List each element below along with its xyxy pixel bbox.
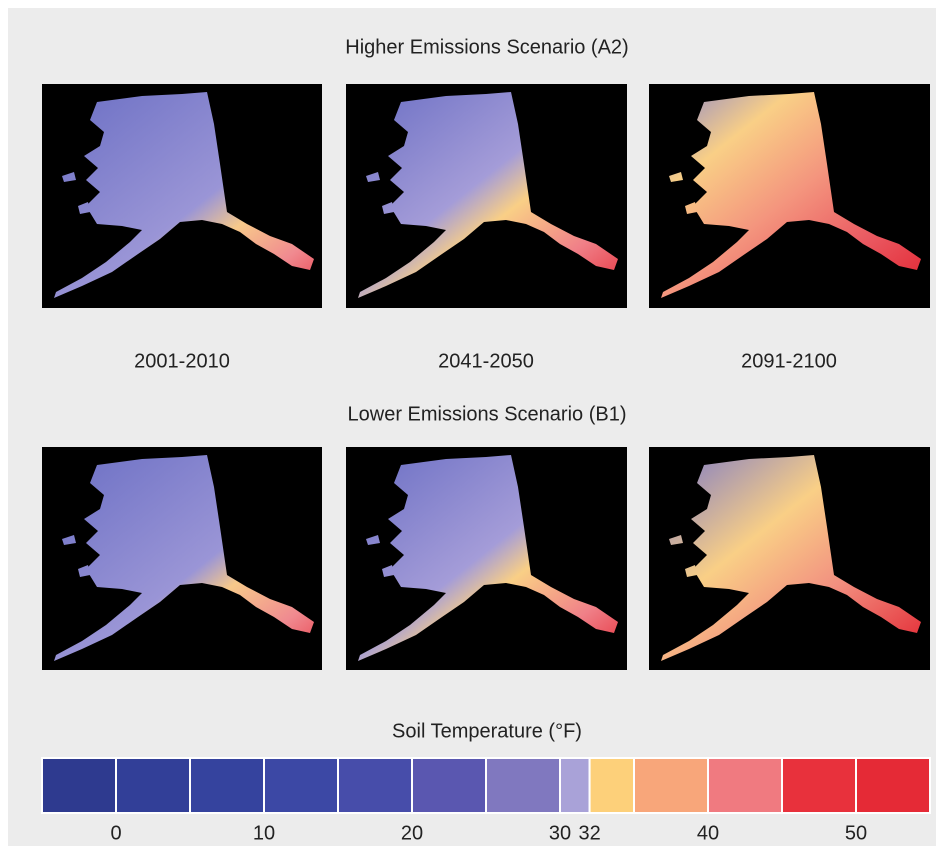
tick-label: 0 <box>110 822 121 844</box>
color-bin <box>560 758 590 813</box>
color-bin <box>634 758 708 813</box>
color-bin <box>782 758 856 813</box>
tick-label: 40 <box>697 822 719 844</box>
map-panel <box>42 447 930 670</box>
color-bin <box>708 758 782 813</box>
color-bin <box>116 758 190 813</box>
tick-label: 32 <box>578 822 600 844</box>
color-bin <box>338 758 412 813</box>
color-bin <box>412 758 486 813</box>
scenario-title: Higher Emissions Scenario (A2) <box>345 36 628 58</box>
color-bin <box>856 758 930 813</box>
color-bin <box>190 758 264 813</box>
color-bin <box>42 758 116 813</box>
tick-label: 30 <box>549 822 571 844</box>
color-bin <box>264 758 338 813</box>
tick-label: 10 <box>253 822 275 844</box>
color-bin <box>590 758 634 813</box>
tick-label: 20 <box>401 822 423 844</box>
tick-label: 50 <box>845 822 867 844</box>
figure: Higher Emissions Scenario (A2) 2001-2010… <box>0 0 944 854</box>
period-label: 2001-2010 <box>134 350 230 372</box>
scenario-title: Lower Emissions Scenario (B1) <box>348 403 627 425</box>
color-bin <box>486 758 560 813</box>
legend-title: Soil Temperature (°F) <box>392 720 582 742</box>
period-label: 2091-2100 <box>741 350 837 372</box>
period-label: 2041-2050 <box>438 350 534 372</box>
map-panel <box>42 84 930 308</box>
